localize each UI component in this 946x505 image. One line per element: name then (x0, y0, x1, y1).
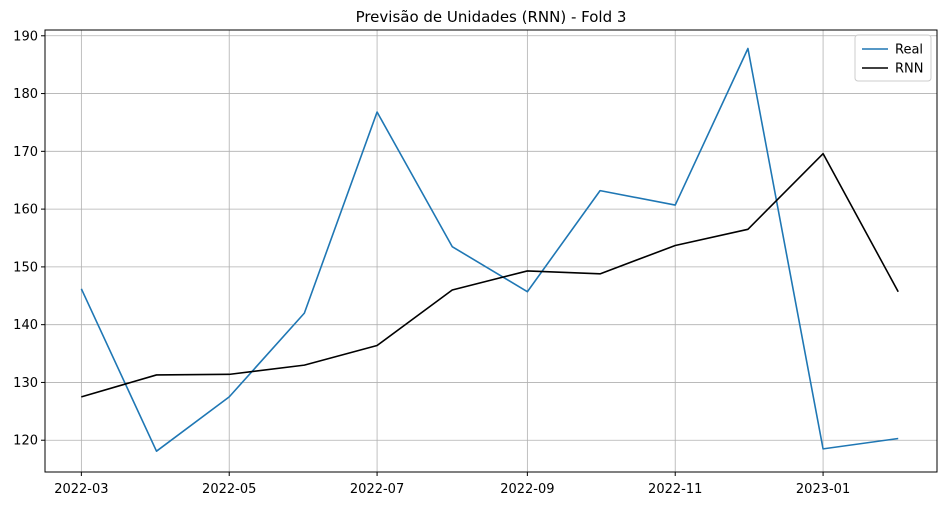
y-tick-label: 130 (13, 376, 38, 391)
legend: Real RNN (854, 34, 932, 82)
y-tick-label: 120 (13, 434, 38, 449)
y-tick-label: 150 (13, 260, 38, 275)
y-axis: 120 130 140 150 160 170 180 190 (13, 29, 45, 449)
chart-title: Previsão de Unidades (RNN) - Fold 3 (356, 8, 627, 26)
grid (45, 30, 937, 472)
legend-label-rnn: RNN (895, 62, 923, 77)
y-tick-label: 170 (13, 145, 38, 160)
x-tick-label: 2022-07 (350, 482, 404, 497)
x-axis: 2022-03 2022-05 2022-07 2022-09 2022-11 2023-… (54, 472, 850, 497)
plot-area-frame (44, 29, 938, 473)
x-tick-label: 2022-05 (202, 482, 256, 497)
series-line-real (80, 47, 899, 453)
x-tick-label: 2023-01 (796, 482, 850, 497)
y-tick-label: 160 (13, 203, 38, 218)
legend-label-real: Real (895, 43, 923, 58)
x-tick-label: 2022-11 (648, 482, 702, 497)
y-tick-label: 180 (13, 87, 38, 102)
series-line-rnn (81, 152, 899, 398)
series-layer (80, 47, 899, 453)
x-tick-label: 2022-03 (54, 482, 108, 497)
y-tick-label: 190 (13, 29, 38, 44)
legend-box (854, 34, 932, 82)
x-tick-label: 2022-09 (500, 482, 554, 497)
y-tick-label: 140 (13, 318, 38, 333)
